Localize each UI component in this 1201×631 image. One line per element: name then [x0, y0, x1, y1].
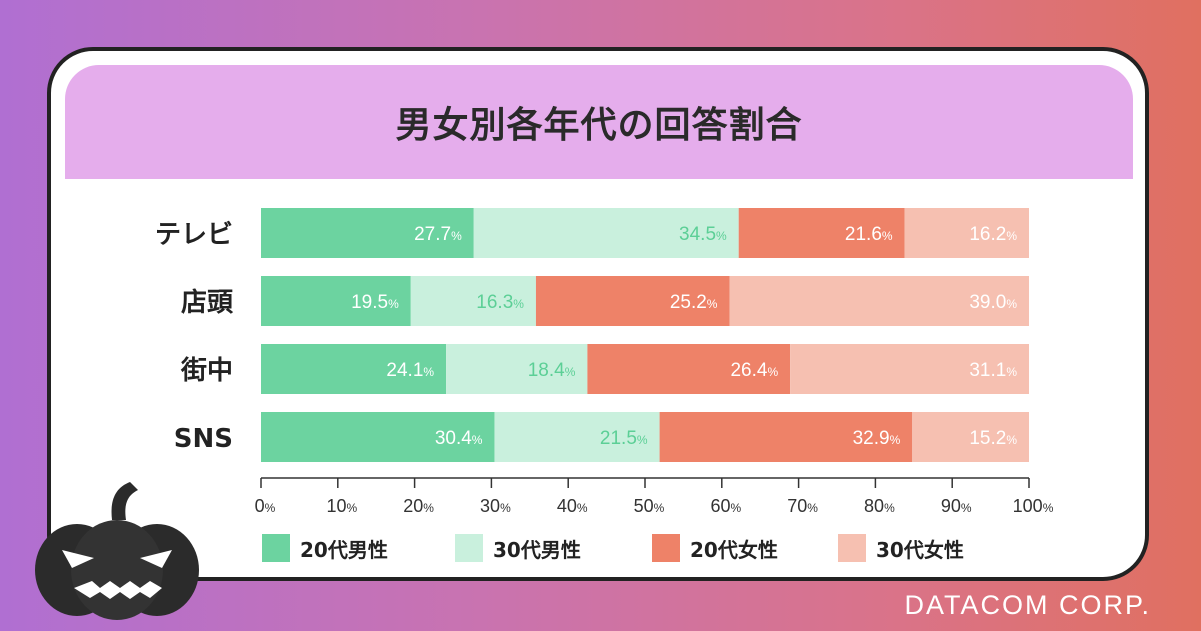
data-label: 25.2%	[670, 292, 718, 313]
x-tick-label: 60%	[710, 496, 741, 516]
bar-segment	[535, 276, 730, 326]
bar-segment	[261, 344, 447, 394]
data-label: 15.2%	[969, 428, 1017, 449]
bar-segment	[494, 412, 660, 462]
data-label: 39.0%	[969, 292, 1017, 313]
data-label: 24.1%	[386, 360, 434, 381]
data-label: 27.7%	[414, 224, 462, 245]
bar-segment	[261, 208, 474, 258]
x-tick-label: 30%	[480, 496, 511, 516]
legend-label: 30代女性	[876, 538, 964, 562]
data-label: 21.5%	[600, 428, 648, 449]
x-tick-label: 20%	[403, 496, 434, 516]
chart-title: 男女別各年代の回答割合	[395, 105, 803, 146]
bar-segment	[261, 276, 411, 326]
bar-segment	[473, 208, 739, 258]
x-tick-label: 70%	[787, 496, 818, 516]
x-tick-label: 0%	[255, 496, 276, 516]
category-label: SNS	[174, 424, 233, 454]
data-label: 16.3%	[476, 292, 524, 313]
bar-segment	[446, 344, 588, 394]
legend-label: 20代女性	[690, 538, 778, 562]
data-label: 18.4%	[528, 360, 576, 381]
bar-segment	[659, 412, 913, 462]
data-label: 32.9%	[853, 428, 901, 449]
bar-segment	[410, 276, 536, 326]
title-band: 男女別各年代の回答割合	[65, 65, 1133, 179]
data-label: 26.4%	[730, 360, 778, 381]
x-tick-label: 80%	[864, 496, 895, 516]
x-tick-label: 50%	[634, 496, 665, 516]
x-tick-label: 10%	[326, 496, 357, 516]
bar-segment	[261, 412, 495, 462]
legend-label: 20代男性	[300, 538, 388, 562]
data-label: 30.4%	[435, 428, 483, 449]
data-label: 16.2%	[969, 224, 1017, 245]
data-label: 31.1%	[969, 360, 1017, 381]
bar-segment	[587, 344, 791, 394]
data-label: 34.5%	[679, 224, 727, 245]
x-tick-label: 90%	[941, 496, 972, 516]
legend-swatch	[455, 534, 483, 562]
pumpkin-icon	[35, 482, 199, 620]
category-label: テレビ	[155, 220, 233, 250]
brand-logo: DATACOM CORP.	[904, 590, 1151, 620]
bar-segment	[904, 208, 1029, 258]
category-label: 街中	[180, 356, 233, 386]
legend-swatch	[838, 534, 866, 562]
legend-swatch	[262, 534, 290, 562]
legend-label: 30代男性	[493, 538, 581, 562]
category-label: 店頭	[181, 288, 234, 318]
bar-segment	[912, 412, 1029, 462]
legend-swatch	[652, 534, 680, 562]
x-tick-label: 100%	[1013, 496, 1054, 516]
bar-segment	[738, 208, 905, 258]
data-label: 21.6%	[845, 224, 893, 245]
bar-segment	[729, 276, 1029, 326]
x-tick-label: 40%	[557, 496, 588, 516]
data-label: 19.5%	[351, 292, 399, 313]
bar-segment	[790, 344, 1029, 394]
